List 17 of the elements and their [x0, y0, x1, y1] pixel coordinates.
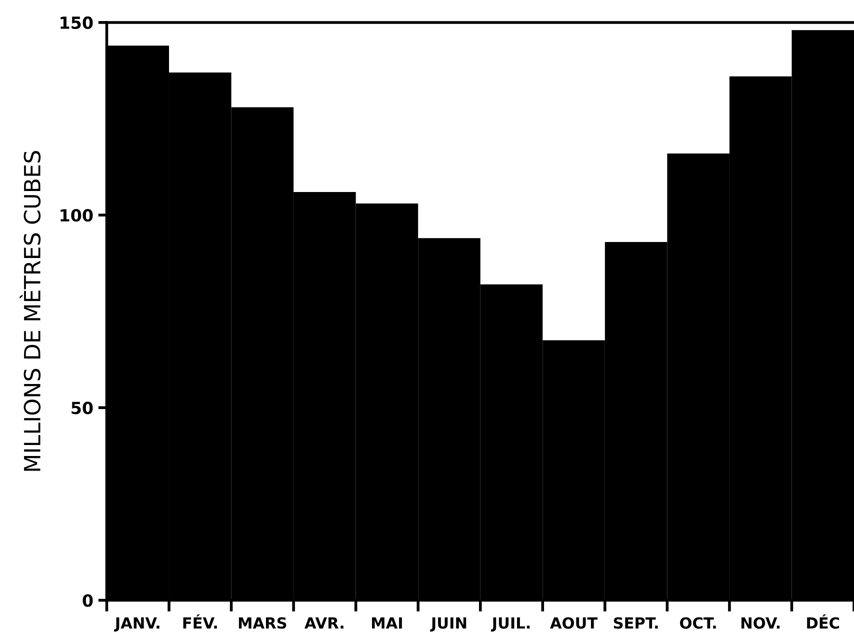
x-tick-label: AOUT: [550, 617, 598, 629]
y-tick-label: 0: [82, 594, 93, 607]
x-tick-label: DÉC: [807, 614, 840, 629]
x-tick-label: OCT.: [680, 617, 716, 629]
x-tick-label: JUIN: [430, 617, 466, 632]
x-tick-label: JANV.: [114, 617, 160, 632]
y-tick-label: 50: [72, 402, 93, 414]
x-tick-label: MARS: [238, 617, 286, 629]
x-tick-label: MAI: [372, 617, 402, 629]
x-tick-label: SEPT.: [614, 617, 658, 629]
y-axis-title: MILLIONS DE MÈTRES CUBES: [20, 151, 41, 471]
x-tick-label: FÉV.: [183, 614, 217, 629]
y-tick-label: 150: [60, 16, 93, 30]
y-tick-label: 100: [60, 209, 93, 222]
x-tick-label: NOV.: [741, 617, 780, 629]
x-tick-label: JUIL.: [491, 617, 530, 632]
x-tick-label: AVR.: [304, 617, 344, 629]
